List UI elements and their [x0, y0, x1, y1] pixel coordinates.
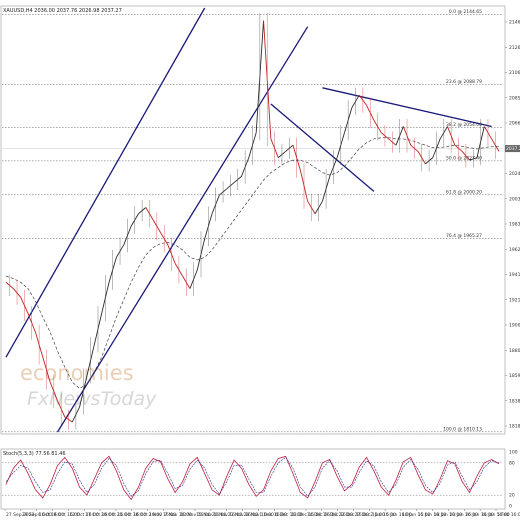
price-tick-label: 1921.35: [509, 297, 520, 303]
time-tick-label: 23 Nov 16:00: [228, 512, 258, 518]
indicator-frame: [0, 448, 506, 510]
time-tick-label: 9 Oct 16:00: [54, 512, 81, 518]
watermark-economies: economies: [20, 361, 134, 385]
fib-label: 38.2 @ 2054.00: [446, 122, 482, 128]
time-tick-label: 1 Dec 16:00: [259, 512, 287, 518]
descending-channel-upper: [322, 87, 492, 128]
price-tick-label: 1818.34: [509, 424, 520, 430]
time-tick-label: 5 Jan 16:00: [386, 512, 412, 518]
current-price-label: 2037.27: [506, 146, 520, 152]
trend-channels: [5, 7, 492, 433]
time-tick-label: 17 Oct 16:00: [85, 512, 114, 518]
ascending-channel-upper: [5, 7, 206, 358]
price-axis: 2146.56 2126.95 2106.16 2085.55 2066.95 2037.…: [2, 20, 520, 430]
stoch-axis-label: 100: [509, 450, 518, 456]
fib-label: 23.6 @ 2088.79: [446, 79, 482, 85]
price-tick-label: 2085.55: [509, 95, 520, 101]
price-tick-label: 1900.75: [509, 323, 520, 329]
time-tick-label: 5 Feb 16:00: [497, 512, 520, 518]
price-tick-label: 1983.16: [509, 222, 520, 228]
time-tick-label: 27 Sep 2023: [6, 512, 35, 518]
fib-label: 100.0 @ 1810.13: [443, 426, 482, 432]
ascending-channel-lower: [56, 26, 309, 433]
price-tick-label: 1838.94: [509, 398, 520, 404]
time-tick-label: 28 Nov 16:00: [244, 512, 274, 518]
time-tick-label: 18 Jan 16:00: [434, 512, 463, 518]
time-tick-label: 30 Oct 16:00: [133, 512, 162, 518]
price-tick-label: 2126.95: [509, 45, 520, 51]
price-tick-label: 2024.15: [509, 171, 520, 177]
price-series: [5, 12, 500, 430]
time-tick-label: 20 Oct 16:00: [101, 512, 130, 518]
stoch-signal-line: [5, 456, 500, 497]
price-tick-label: 2066.95: [509, 121, 520, 127]
price-tick-label: 1880.15: [509, 348, 520, 354]
time-tick-label: 10 Jan 16:00: [402, 512, 431, 518]
fib-label: 76.4 @ 1965.27: [446, 233, 482, 239]
stoch-main-line: [5, 455, 500, 501]
time-tick-label: 12 Oct 16:00: [69, 512, 98, 518]
fib-label: 0.0 @ 2144.65: [449, 9, 482, 15]
time-tick-label: 2 Jan 16:00: [370, 512, 396, 518]
price-tick-label: 1941.96: [509, 272, 520, 278]
time-tick-label: 15 Jan 16:00: [418, 512, 447, 518]
time-tick-label: 26 Jan 16:00: [465, 512, 494, 518]
stochastic-indicator: 100 80 20 0: [2, 450, 518, 510]
price-tick-label: 1859.54: [509, 373, 520, 379]
price-tick-label: 2003.55: [509, 196, 520, 202]
time-tick-label: 25 Oct 16:00: [117, 512, 146, 518]
time-tick-label: 4 Oct 16:00: [38, 512, 65, 518]
watermark-fxnewstoday: FxNewsToday: [27, 388, 157, 410]
time-tick-label: 20 Nov 16:00: [212, 512, 242, 518]
descending-channel-lower: [270, 103, 375, 192]
time-tick-label: 22 Dec 16:00: [339, 512, 369, 518]
time-tick-label: 19 Dec 16:00: [323, 512, 353, 518]
time-tick-label: 23 Jan 16:00: [449, 512, 478, 518]
time-tick-label: 2 Nov 16:00: [149, 512, 177, 518]
indicator-label: Stoch(5,3,3) 77.56 81.46: [3, 451, 66, 457]
time-tick-label: 14 Dec 16:00: [307, 512, 337, 518]
time-tick-label: 11 Dec 16:00: [291, 512, 321, 518]
fib-label: 50.0 @ 2027.40: [446, 155, 482, 161]
price-tick-label: 1962.55: [509, 247, 520, 253]
fib-label: 61.8 @ 2000.20: [446, 189, 482, 195]
current-price-box: [505, 145, 520, 153]
time-tick-label: 10 Nov 16:00: [180, 512, 210, 518]
main-plot-frame: [0, 5, 506, 435]
moving-average-line: [5, 137, 499, 389]
time-tick-label: 29 Sep 16:00: [22, 512, 52, 518]
time-tick-label: 7 Nov 16:00: [164, 512, 192, 518]
price-tick-label: 2106.16: [509, 70, 520, 76]
time-tick-label: 15 Nov 16:00: [196, 512, 226, 518]
time-tick-label: 31 Jan 16:00: [481, 512, 510, 518]
time-tick-label: 6 Dec 16:00: [275, 512, 303, 518]
stoch-axis-label: 0: [509, 504, 512, 510]
time-tick-label: 27 Dec 16:00: [354, 512, 384, 518]
chart-title: XAUUSD,H4 2036.00 2037.76 2026.98 2037.2…: [3, 8, 122, 14]
stoch-axis-label: 80: [509, 460, 515, 466]
stoch-axis-label: 20: [509, 493, 515, 499]
price-tick-label: 2146.56: [509, 20, 520, 26]
